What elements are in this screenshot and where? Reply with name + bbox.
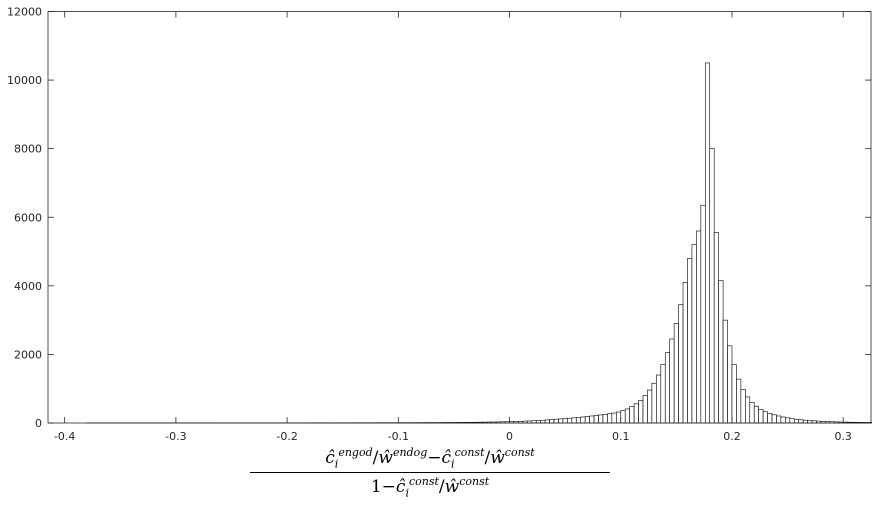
histogram-bar bbox=[776, 415, 782, 424]
histogram-bar bbox=[731, 364, 737, 424]
histogram-bar bbox=[664, 352, 670, 424]
y-tick-label: 12000 bbox=[7, 6, 42, 19]
histogram-bar bbox=[740, 389, 746, 424]
x-axis-label-denominator: 1−ĉiconst/ŵconst bbox=[370, 475, 490, 500]
histogram-bar bbox=[722, 319, 728, 424]
histogram-bar bbox=[793, 418, 800, 424]
histogram-bar bbox=[580, 416, 586, 424]
histogram-bar bbox=[673, 323, 679, 424]
histogram-bar bbox=[567, 417, 573, 424]
histogram-bar bbox=[651, 382, 657, 424]
histogram-bar bbox=[633, 403, 639, 424]
x-tick-label: -0.1 bbox=[388, 430, 409, 443]
histogram-bar bbox=[745, 396, 751, 424]
histogram-bar bbox=[709, 148, 715, 424]
histogram-bar bbox=[647, 389, 653, 424]
histogram-bar bbox=[575, 417, 582, 424]
histogram-bar bbox=[607, 413, 613, 424]
histogram-bar bbox=[549, 419, 555, 424]
x-tick-label: -0.3 bbox=[165, 430, 186, 443]
x-tick-label: -0.4 bbox=[54, 430, 75, 443]
y-tick-label: 2000 bbox=[14, 348, 42, 361]
histogram-bar bbox=[771, 414, 777, 424]
histogram-bar bbox=[562, 418, 568, 424]
x-axis-label: ĉiengod/ŵendog−ĉiconst/ŵconst 1−ĉiconst/… bbox=[250, 446, 610, 500]
histogram-bar bbox=[593, 415, 599, 424]
x-axis-label-numerator: ĉiengod/ŵendog−ĉiconst/ŵconst bbox=[250, 446, 610, 474]
histogram-bar bbox=[602, 414, 608, 424]
histogram-bar bbox=[753, 405, 759, 424]
histogram-bar bbox=[553, 418, 559, 424]
histogram-bar bbox=[558, 418, 564, 424]
histogram-bar bbox=[638, 400, 644, 424]
histogram-bar bbox=[802, 419, 808, 424]
histogram-bar bbox=[589, 415, 595, 424]
histogram-bar bbox=[642, 395, 648, 424]
histogram-bar bbox=[616, 411, 622, 424]
x-tick-label: 0.3 bbox=[834, 430, 852, 443]
histogram-bar bbox=[749, 402, 755, 424]
histogram-bar bbox=[584, 416, 590, 424]
y-tick-label: 4000 bbox=[14, 280, 42, 293]
histogram-bar bbox=[544, 419, 550, 424]
histogram-bar bbox=[758, 408, 764, 424]
histogram-bar bbox=[691, 244, 697, 424]
histogram-bar bbox=[656, 374, 662, 424]
histogram-bar bbox=[798, 419, 804, 424]
x-tick-label: 0.2 bbox=[723, 430, 741, 443]
histogram-bar bbox=[571, 417, 577, 424]
histogram-bar bbox=[767, 413, 773, 424]
histogram-bar bbox=[762, 411, 768, 424]
x-tick-label: 0 bbox=[506, 430, 513, 443]
x-tick-label: -0.2 bbox=[276, 430, 297, 443]
histogram-bar bbox=[789, 418, 795, 424]
plot-frame bbox=[47, 11, 872, 424]
histogram-bar bbox=[620, 410, 626, 424]
y-tick-label: 6000 bbox=[14, 211, 42, 224]
histogram-bar bbox=[611, 412, 617, 424]
histogram-bar bbox=[713, 232, 719, 424]
y-tick-label: 10000 bbox=[7, 74, 42, 87]
histogram-bar bbox=[669, 338, 675, 424]
histogram-bar bbox=[678, 304, 684, 424]
y-tick-label: 8000 bbox=[14, 143, 42, 156]
histogram-bar bbox=[700, 204, 706, 424]
histogram-bar bbox=[780, 416, 786, 424]
histogram-bar bbox=[660, 364, 666, 424]
histogram-bar bbox=[624, 408, 630, 424]
y-axis: 0 2000 4000 6000 8000 10000 12000 bbox=[7, 6, 871, 430]
histogram-bar bbox=[696, 230, 702, 424]
histogram-bar bbox=[718, 280, 724, 424]
histogram-bar bbox=[727, 345, 733, 424]
histogram-bar bbox=[687, 258, 693, 424]
histogram-bar bbox=[736, 378, 742, 424]
histogram-bar bbox=[785, 417, 791, 424]
x-axis: -0.4 -0.3 -0.2 -0.1 0 0.1 0.2 0.3 bbox=[54, 11, 852, 443]
histogram-bar bbox=[598, 414, 604, 424]
histogram-bar bbox=[682, 282, 688, 424]
histogram-bar bbox=[704, 62, 711, 424]
histogram-bars bbox=[86, 62, 872, 424]
x-tick-label: 0.1 bbox=[612, 430, 630, 443]
y-tick-label: 0 bbox=[35, 417, 42, 430]
histogram-bar bbox=[629, 406, 635, 424]
histogram-bar bbox=[540, 419, 546, 424]
